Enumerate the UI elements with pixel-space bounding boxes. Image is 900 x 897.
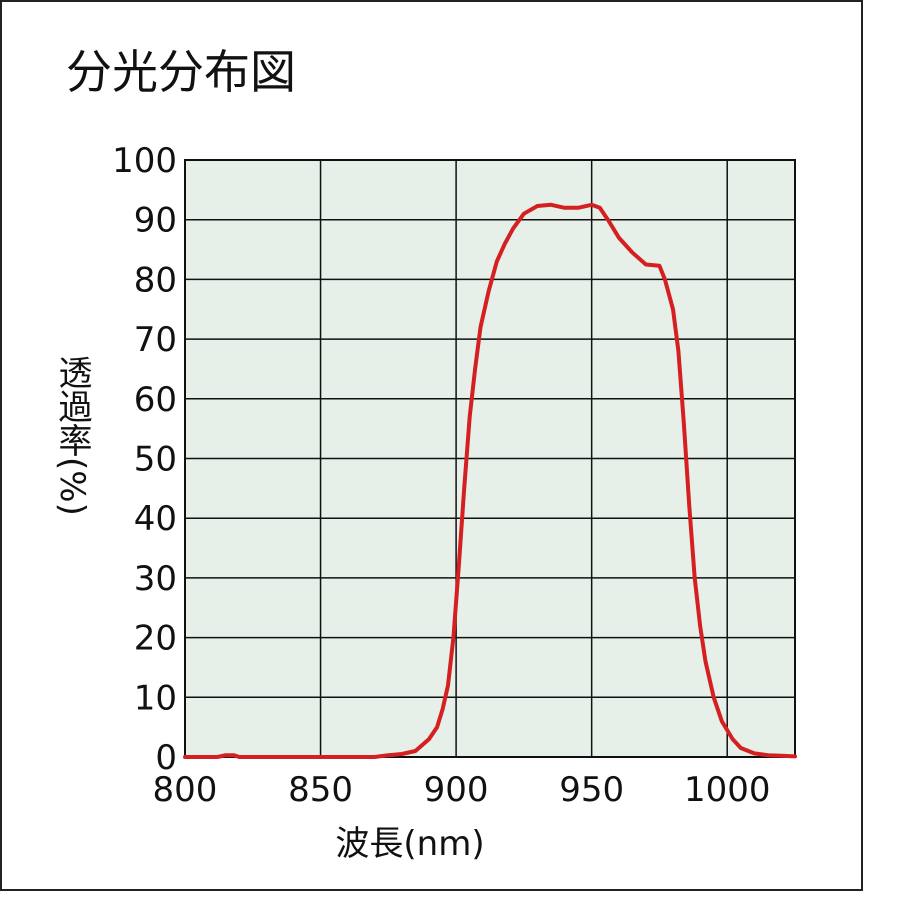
y-axis-label: 透過率(%) [52,355,92,516]
y-tick-label: 80 [134,260,177,300]
x-tick-label: 900 [424,770,489,810]
x-tick-label: 1000 [684,770,771,810]
y-tick-label: 0 [155,738,177,778]
y-tick-label: 70 [134,320,177,360]
x-tick-label: 800 [153,770,218,810]
line [183,202,797,759]
y-tick-label: 30 [134,559,177,599]
x-tick-label: 850 [288,770,353,810]
y-tick-label: 40 [134,499,177,539]
y-tick-label: 50 [134,440,177,480]
y-tick-label: 100 [112,141,177,181]
y-tick-label: 10 [134,678,177,718]
y-tick-label: 90 [134,201,177,241]
x-axis-label: 波長(nm) [335,824,484,864]
y-tick-label: 60 [134,380,177,420]
x-tick-label: 950 [559,770,624,810]
chart-title: 分光分布図 [66,45,296,99]
y-tick-label: 20 [134,619,177,659]
